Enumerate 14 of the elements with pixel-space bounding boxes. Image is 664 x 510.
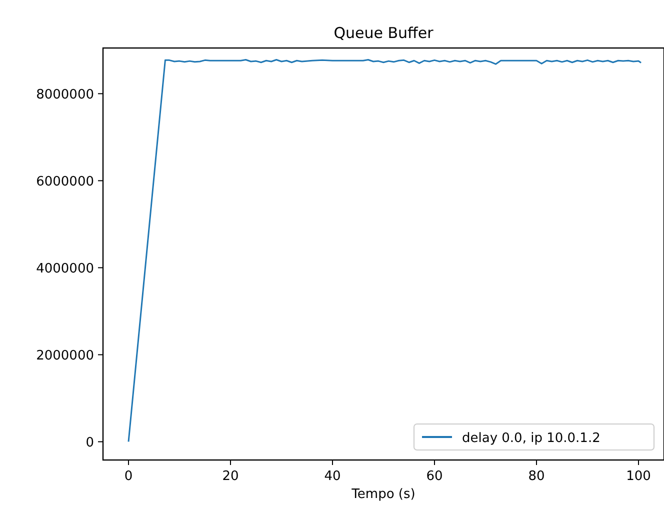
x-tick-label: 80: [528, 469, 545, 484]
x-tick-label: 20: [222, 469, 239, 484]
chart-title: Queue Buffer: [334, 24, 434, 42]
y-tick-label: 6000000: [36, 174, 94, 190]
x-axis-title: Tempo (s): [350, 487, 416, 502]
y-tick-label: 8000000: [36, 88, 94, 103]
x-tick-label: 40: [324, 469, 341, 484]
legend-label: delay 0.0, ip 10.0.1.2: [462, 431, 600, 446]
x-tick-label: 100: [626, 469, 651, 484]
y-tick-label: 0: [86, 436, 94, 451]
x-tick-label: 60: [426, 469, 443, 484]
x-tick-label: 0: [124, 469, 133, 484]
y-tick-label: 2000000: [36, 348, 94, 364]
y-tick-label: 4000000: [36, 262, 94, 277]
